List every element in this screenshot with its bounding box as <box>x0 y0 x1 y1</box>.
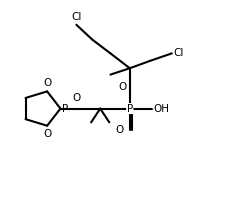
Text: O: O <box>72 93 80 103</box>
Text: O: O <box>43 78 51 88</box>
Text: P: P <box>61 104 68 114</box>
Text: O: O <box>118 82 126 92</box>
Text: Cl: Cl <box>172 48 183 58</box>
Text: O: O <box>43 129 51 139</box>
Text: Cl: Cl <box>71 12 81 22</box>
Text: O: O <box>115 125 124 135</box>
Text: P: P <box>126 104 132 114</box>
Text: OH: OH <box>153 104 169 114</box>
